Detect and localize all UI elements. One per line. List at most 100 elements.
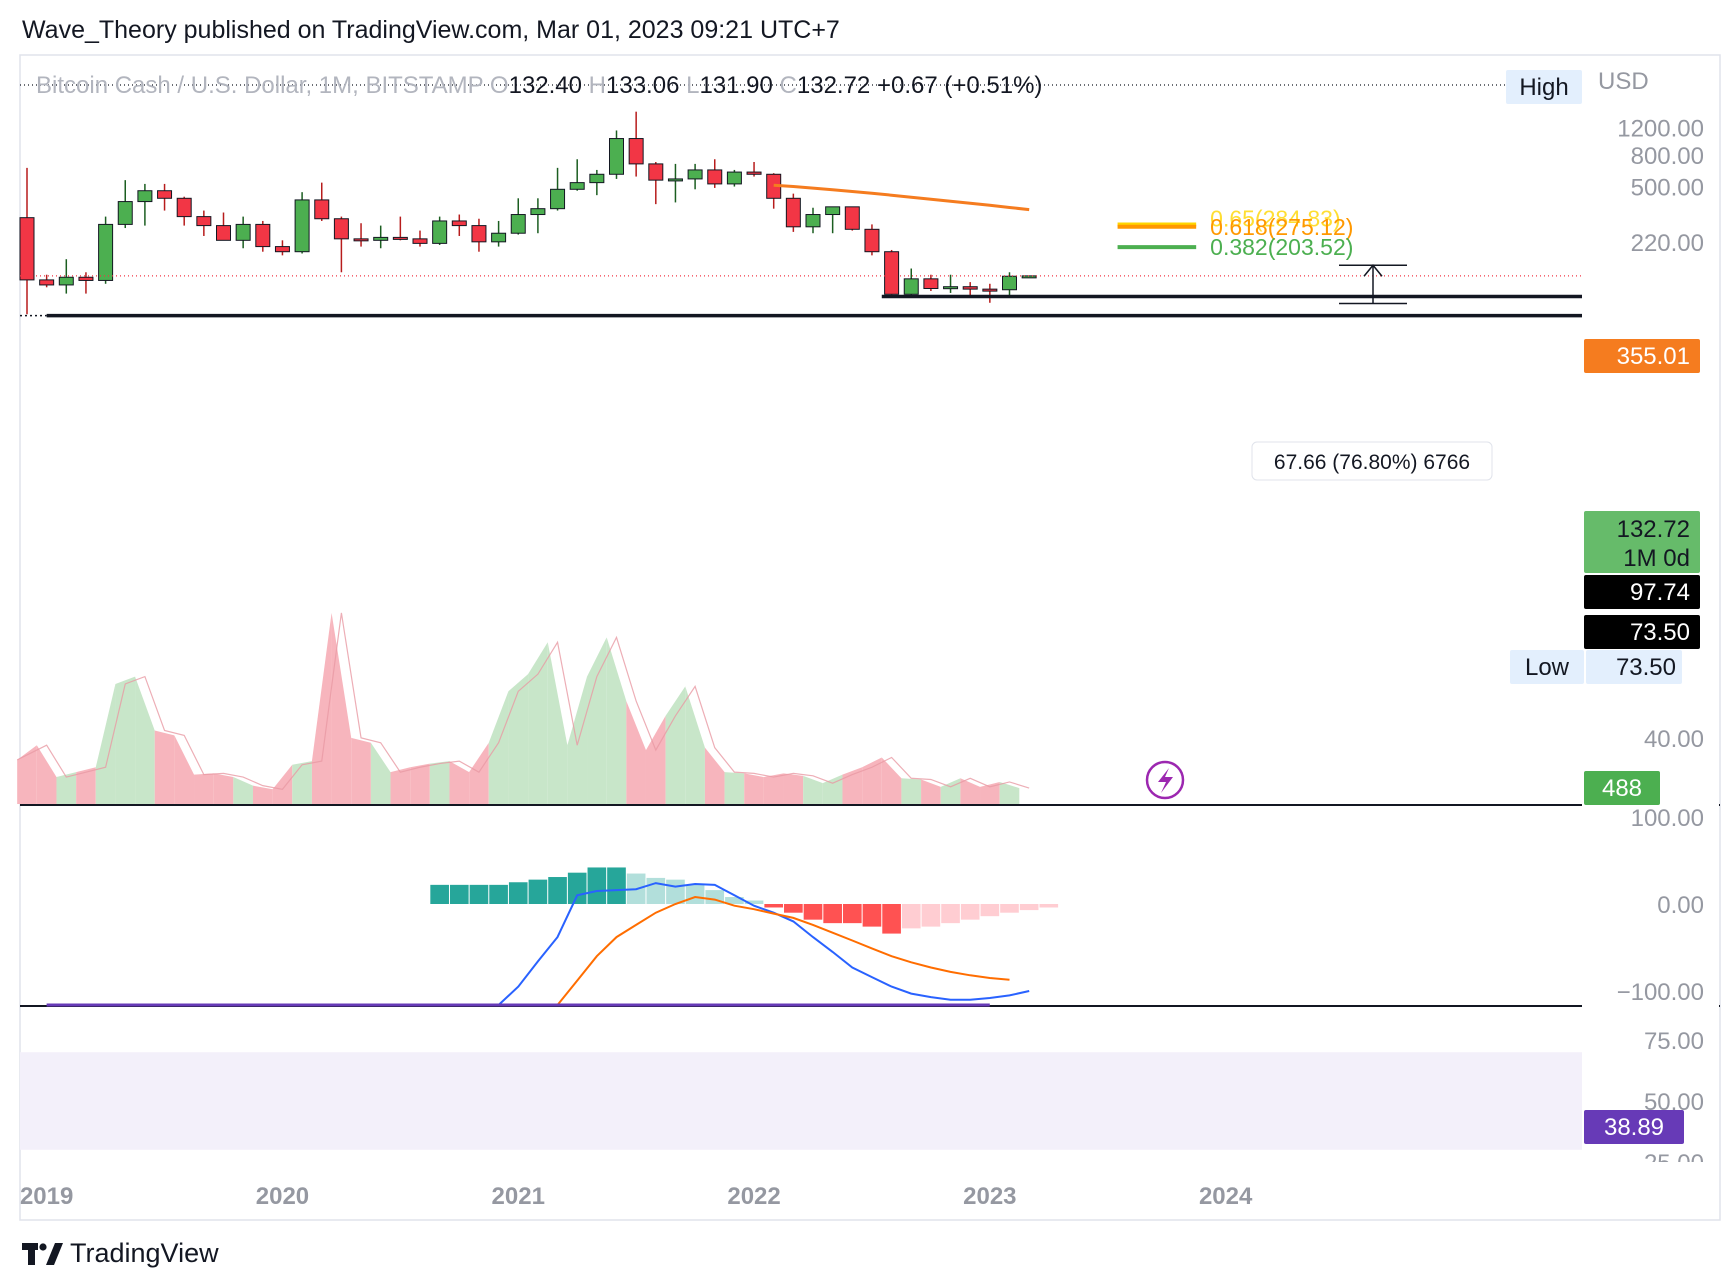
volume-area-down xyxy=(351,737,371,804)
macd-histogram-bar xyxy=(528,879,548,904)
volume-area-down xyxy=(842,767,863,804)
macd-histogram-bar xyxy=(862,904,882,927)
volume-area-up xyxy=(233,777,253,804)
macd-histogram-bar xyxy=(980,904,1000,917)
candle-down xyxy=(982,288,998,292)
volume-area-up xyxy=(724,772,745,804)
legend-symbol: Bitcoin Cash / U.S. Dollar, 1M, BITSTAMP xyxy=(36,72,483,99)
volume-area-up xyxy=(488,691,509,804)
time-axis-tick: 2020 xyxy=(256,1183,309,1210)
measure-arrow xyxy=(1363,264,1383,277)
volume-area-down xyxy=(881,757,902,804)
price-axis-tick: 800.00 xyxy=(1631,143,1704,170)
macd-histogram-bar xyxy=(921,904,941,927)
volume-area-down xyxy=(17,745,37,804)
candle-down xyxy=(923,278,939,290)
candle-down xyxy=(333,218,349,240)
rsi-value-tag-label: 38.89 xyxy=(1604,1114,1664,1141)
candle-down xyxy=(78,276,94,281)
macd-histogram-bar xyxy=(960,904,980,920)
macd-histogram-bar xyxy=(508,882,528,904)
candle-down xyxy=(274,246,290,253)
volume-area-up xyxy=(508,674,529,804)
candle-down xyxy=(648,163,664,181)
legend-l-label: L xyxy=(686,72,699,99)
macd-histogram-bar xyxy=(685,884,705,904)
volume-area-down xyxy=(36,745,57,804)
candle-down xyxy=(884,251,900,295)
candle-up xyxy=(1002,275,1017,291)
macd-axis-tick: −100.00 xyxy=(1617,979,1704,1006)
candle-up xyxy=(569,182,585,190)
current-price-tag-countdown: 1M 0d xyxy=(1623,545,1690,572)
support-price-tag-97-label: 97.74 xyxy=(1630,579,1690,606)
candle-up xyxy=(943,286,959,290)
legend-close: 132.72 xyxy=(797,72,870,99)
volume-area-up xyxy=(115,676,136,804)
volume-area-up xyxy=(292,761,312,804)
volume-area-up xyxy=(567,676,588,804)
macd-axis-tick: 100.00 xyxy=(1631,805,1704,832)
candle-up xyxy=(609,138,624,175)
candle-up xyxy=(235,223,251,241)
candle-down xyxy=(39,279,55,286)
legend-o-label: O xyxy=(490,72,509,99)
tradingview-logo-icon xyxy=(22,1242,63,1265)
volume-area-down xyxy=(213,773,234,804)
macd-histogram-bar xyxy=(784,904,803,913)
legend-space xyxy=(679,72,686,99)
volume-area-up xyxy=(429,761,450,804)
volume-area-up xyxy=(803,775,823,804)
macd-histogram-bar xyxy=(1039,904,1059,908)
support-price-tag-73-label: 73.50 xyxy=(1630,619,1690,646)
price-axis-tick: 220.00 xyxy=(1631,230,1704,257)
volume-area-down xyxy=(704,747,725,804)
macd-histogram-bar xyxy=(882,904,901,934)
legend-high: 133.06 xyxy=(606,72,679,99)
currency-label: USD xyxy=(1598,68,1649,95)
ema-price-tag xyxy=(1584,339,1700,373)
macd-axis-tick: 0.00 xyxy=(1657,892,1704,919)
candle-down xyxy=(157,190,173,199)
publisher-line: Wave_Theory published on TradingView.com… xyxy=(22,16,840,44)
flash-icon-bolt xyxy=(1158,768,1173,793)
time-axis-bg xyxy=(21,1162,1719,1219)
legend-change: +0.67 (+0.51%) xyxy=(877,72,1042,99)
volume-area-down xyxy=(331,612,352,804)
low-badge-label: Low xyxy=(1525,654,1570,681)
macd-histogram-bar xyxy=(489,884,508,904)
volume-outline xyxy=(16,612,1030,790)
volume-area-down xyxy=(763,773,784,804)
low-value-badge-label: 73.50 xyxy=(1616,654,1676,681)
volume-area-up xyxy=(901,778,922,804)
macd-histogram-bar xyxy=(744,900,764,904)
macd-histogram-bar xyxy=(842,904,862,924)
candle-down xyxy=(746,171,762,175)
volume-area-down xyxy=(980,781,1000,804)
candle-up xyxy=(805,214,821,228)
macd-histogram-bar xyxy=(803,904,823,920)
current-price-tag-label: 132.72 xyxy=(1617,516,1690,543)
time-axis-tick: 2021 xyxy=(492,1183,545,1210)
legend-space xyxy=(483,72,490,99)
fib-level-label: 0.618(275.12) xyxy=(1210,214,1353,240)
volume-area-down xyxy=(272,764,293,804)
measure-label: 67.66 (76.80%) 6766 xyxy=(1274,451,1470,474)
candle-down xyxy=(844,206,860,230)
rsi-value-tag xyxy=(1584,1110,1684,1144)
volume-value-tag-label: 488 xyxy=(1602,775,1642,802)
macd-histogram-bar xyxy=(607,867,626,904)
high-badge xyxy=(1506,70,1582,104)
fib-level-label: 0.65(284.83) xyxy=(1210,205,1340,231)
volume-area-up xyxy=(665,686,686,804)
candle-up xyxy=(432,220,448,244)
volume-area-up xyxy=(587,637,607,804)
footer-brand: TradingView xyxy=(22,1238,219,1269)
candle-up xyxy=(589,173,605,184)
price-axis-tick: 500.00 xyxy=(1631,175,1704,202)
measure-label-box xyxy=(1251,441,1493,481)
legend-low: 131.90 xyxy=(699,72,772,99)
candle-down xyxy=(707,169,723,185)
price-axis-tick: 1200.00 xyxy=(1617,116,1704,143)
